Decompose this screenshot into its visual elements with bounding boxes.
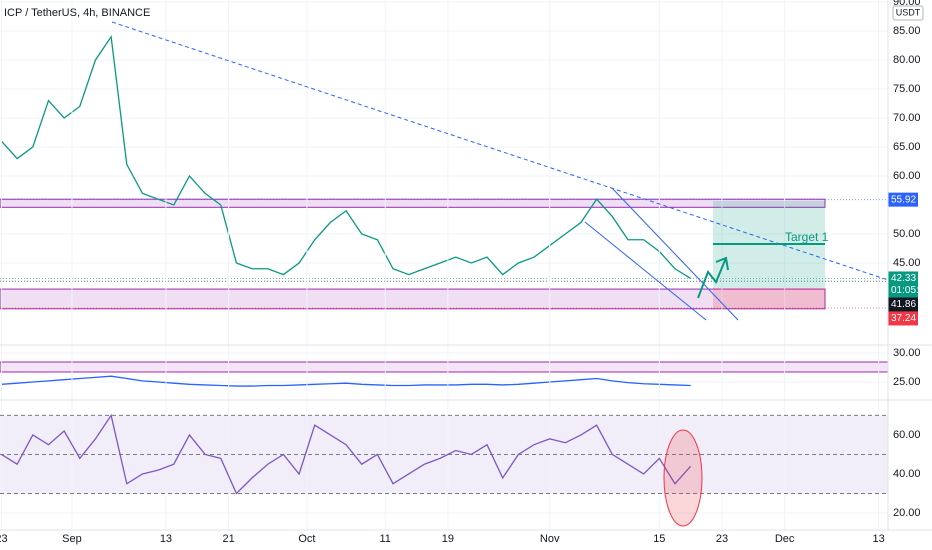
stop-zone xyxy=(713,288,825,309)
y-tick-label: 80.00 xyxy=(893,54,921,66)
arrow-head xyxy=(715,256,729,271)
x-tick-label: Dec xyxy=(775,533,795,545)
price-zone xyxy=(0,288,826,310)
y-tick-label: 50.00 xyxy=(893,228,921,240)
countdown: 01:05:51 xyxy=(891,285,930,296)
y-tick-label: 45.00 xyxy=(893,257,921,269)
y-tick-label: 25.00 xyxy=(893,376,921,388)
x-tick-label: Oct xyxy=(298,533,315,545)
price-zone xyxy=(0,198,826,208)
projection-arrow xyxy=(697,257,727,299)
price-label: 37.24 xyxy=(891,313,916,324)
price-label-box xyxy=(888,192,918,207)
y-tick-label: 60.00 xyxy=(893,429,921,441)
price-label-box xyxy=(888,271,918,298)
x-tick-label: 11 xyxy=(380,533,391,545)
unit-box[interactable] xyxy=(892,5,924,21)
x-tick-label: 21 xyxy=(222,533,234,545)
indicator-band xyxy=(0,361,889,373)
x-tick-label: Nov xyxy=(540,533,560,545)
y-tick-label: 30.00 xyxy=(893,347,921,359)
price-label: 41.86 xyxy=(891,299,916,310)
x-tick-label: 19 xyxy=(442,533,454,545)
x-tick-label: 13 xyxy=(872,533,884,545)
y-tick-label: 60.00 xyxy=(893,170,921,182)
y-tick-label: 20.00 xyxy=(893,507,921,519)
price-label-box xyxy=(888,297,918,312)
y-tick-label: 70.00 xyxy=(893,112,921,124)
y-tick-label: 40.00 xyxy=(893,468,921,480)
y-tick-label: 75.00 xyxy=(893,83,921,95)
series-line xyxy=(1,34,691,280)
price-label: 42.33 xyxy=(891,273,916,284)
y-tick-label: 65.00 xyxy=(893,141,921,153)
price-label: 55.92 xyxy=(891,194,916,205)
chart-title: ICP / TetherUS, 4h, BINANCE xyxy=(4,7,150,19)
target-label: Target 1 xyxy=(785,230,829,244)
channel-line xyxy=(584,221,707,321)
x-tick-label: 23 xyxy=(716,533,728,545)
y-tick-label: 85.00 xyxy=(893,25,921,37)
channel-line xyxy=(611,187,739,321)
x-tick-label: Sep xyxy=(62,533,82,545)
highlight-ellipse xyxy=(663,429,703,527)
x-tick-label: 13 xyxy=(160,533,172,545)
unit-label: USDT xyxy=(896,7,921,17)
y-tick-label: 90.00 xyxy=(893,0,921,8)
x-tick-label: 23 xyxy=(0,533,8,545)
series-line xyxy=(1,375,691,387)
price-label-box xyxy=(888,311,918,326)
x-tick-label: 15 xyxy=(653,533,665,545)
trend-line xyxy=(111,21,889,281)
series-line xyxy=(1,413,692,495)
